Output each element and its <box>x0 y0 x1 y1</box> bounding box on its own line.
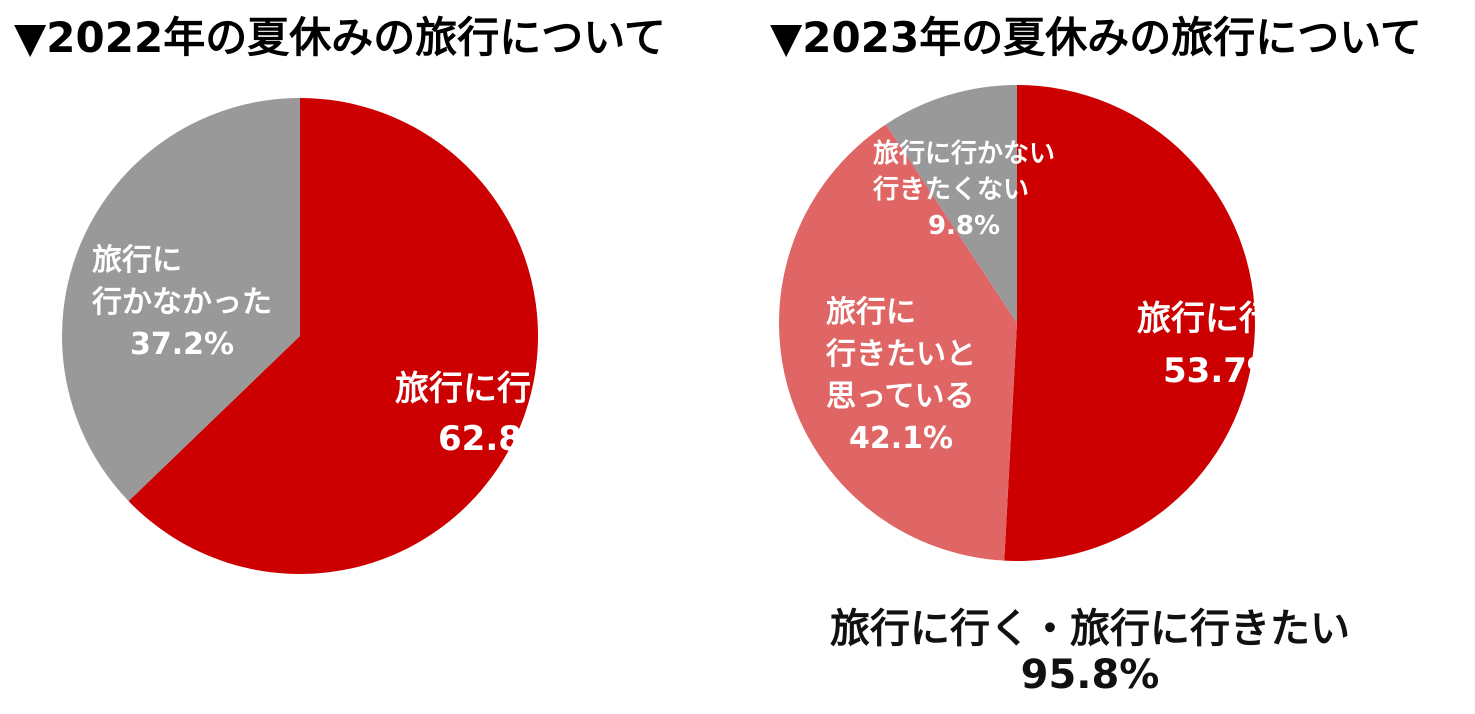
pie-1-slice-1-label-line-0: 旅行に <box>826 295 916 330</box>
pie-1-slice-1-value: 42.1% <box>849 421 953 456</box>
chart-2023-title: ▼2023年の夏休みの旅行について <box>770 13 1422 62</box>
pie-1-slice-1-label-line-1: 行きたいと <box>825 337 976 372</box>
pie-0-slice-0-label-line-0: 旅行に行った <box>395 369 599 409</box>
pie-1-slice-1-label-line-2: 思っている <box>826 379 975 414</box>
summary-value: 95.8% <box>1020 652 1160 698</box>
summary-label: 旅行に行く・旅行に行きたい <box>830 606 1350 652</box>
pie-0-slice-1-label-line-0: 旅行に <box>92 243 182 278</box>
pie-1-slice-2-label-line-1: 行きたくない <box>872 174 1029 205</box>
pie-0-slice-1-value: 37.2% <box>130 327 234 362</box>
pie-1-slice-1 <box>779 124 1017 561</box>
chart-2022-title: ▼2022年の夏休みの旅行について <box>14 13 666 62</box>
pie-1-slice-0-label-line-0: 旅行に行く <box>1137 299 1307 339</box>
pie-1-slice-0 <box>1004 84 1256 561</box>
pie-0-slice-0-value: 62.8% <box>438 419 556 459</box>
pie-1-slice-2-value: 9.8% <box>928 211 1000 241</box>
pie-1-slice-2-label-line-0: 旅行に行かない <box>873 138 1055 169</box>
pie-1-slice-0-value: 53.7% <box>1163 351 1281 391</box>
pie-0-slice-1 <box>62 98 300 502</box>
pie-0-slice-1-label-line-1: 行かなかった <box>91 285 272 320</box>
pie-1-slice-2 <box>885 85 1017 323</box>
pie-0-slice-0 <box>128 98 538 575</box>
